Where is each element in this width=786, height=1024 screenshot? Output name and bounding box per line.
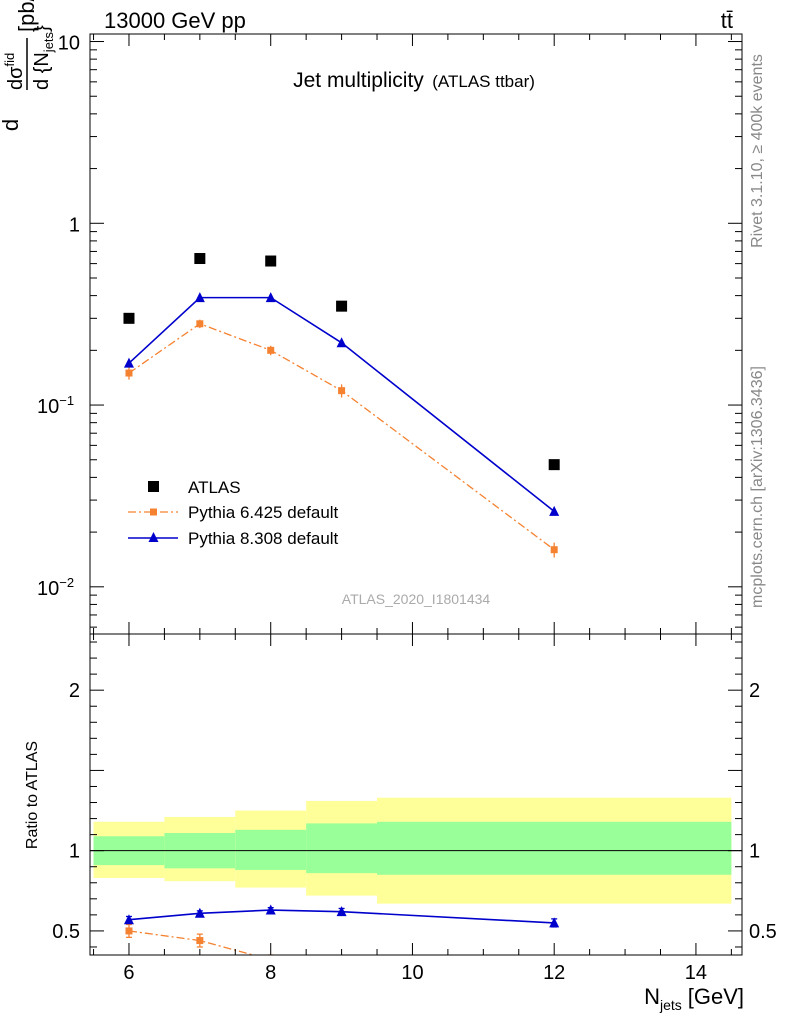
pythia8-point (336, 337, 347, 348)
y-tick-label: 10−2 (37, 575, 74, 600)
ratio-y-tick-label: 0.5 (52, 921, 80, 943)
legend-pythia8-label: Pythia 8.308 default (188, 529, 339, 548)
svg-text:d {Njets}: d {Njets} (31, 25, 56, 90)
pythia6-point (267, 346, 275, 354)
y-tick-label: 1 (69, 214, 80, 236)
pythia6-ratio-point (196, 937, 204, 945)
y-tick-label-base: 10 (58, 33, 80, 55)
chart-subtitle: (ATLAS ttbar) (432, 72, 535, 91)
y-tick-label-base: 1 (69, 214, 80, 236)
ylabel-denominator-end: } (31, 25, 53, 32)
legend-pythia6-marker (150, 508, 157, 516)
chart-title-line: Jet multiplicity (ATLAS ttbar) (293, 69, 535, 92)
legend-item-pythia8: Pythia 8.308 default (128, 529, 339, 548)
y-tick-label-exponent: −2 (59, 575, 74, 590)
mcplots-credit-label: mcplots.cern.ch [arXiv:1306.3436] (749, 366, 766, 608)
legend-pythia6-label: Pythia 6.425 default (188, 503, 339, 522)
xlabel-units: [GeV] (688, 984, 744, 1009)
ratio-y-axis-label: Ratio to ATLAS (24, 741, 41, 849)
inner-uncertainty-band (306, 823, 378, 874)
ylabel-numerator: dσ (5, 66, 27, 90)
svg-text:dσfid: dσfid (2, 53, 27, 90)
x-tick-label: 14 (685, 962, 707, 984)
ratio-panel-frame (89, 633, 743, 956)
inner-uncertainty-band (377, 821, 732, 875)
pythia8-ratio-point (265, 904, 276, 915)
ylabel-units: [pb/GeV] (14, 0, 39, 32)
y-tick-label: 10−1 (37, 393, 74, 418)
pythia8-ratio-point (123, 914, 134, 925)
pythia6-point (125, 369, 133, 377)
legend-item-atlas: ATLAS (148, 478, 241, 497)
atlas-point (548, 459, 560, 471)
ratio-y-tick-label-right: 1 (749, 841, 760, 863)
pythia6-point (196, 320, 204, 328)
xlabel-main: N (644, 984, 660, 1009)
pythia8-point (123, 357, 134, 368)
ylabel-prefix: d (0, 119, 23, 131)
pythia8-point (549, 505, 560, 516)
pythia8-point (265, 292, 276, 303)
pythia6-point (338, 387, 346, 395)
inner-uncertainty-band (235, 829, 307, 870)
legend-pythia8-marker (148, 532, 159, 542)
legend-item-pythia6: Pythia 6.425 default (128, 503, 339, 522)
ratio-y-tick-label-right: 2 (749, 680, 760, 702)
atlas-point (265, 255, 277, 267)
pythia8-ratio-point (336, 906, 347, 917)
rivet-version-label: Rivet 3.1.10, ≥ 400k events (749, 54, 766, 248)
atlas-point (336, 300, 348, 312)
pythia8-ratio-point (194, 907, 205, 918)
ratio-panel: 6 8 10 12 140.5 0.51 12 2 Ratio to ATLAS Njets[… (24, 633, 777, 1013)
xlabel-sub: jets (659, 997, 682, 1013)
atlas-point (194, 253, 206, 265)
x-tick-label: 8 (265, 962, 276, 984)
y-axis-label: d dσfid d {Njets} [pb/GeV] (0, 0, 56, 131)
ratio-y-tick-label: 1 (69, 841, 80, 863)
x-axis-label: Njets [GeV] (644, 984, 744, 1013)
legend-atlas-marker (148, 481, 159, 492)
process-label: tt̄ (721, 8, 733, 33)
ylabel-denominator: d {N (31, 52, 53, 90)
pythia8-ratio-point (549, 917, 560, 928)
analysis-id-watermark: ATLAS_2020_I1801434 (342, 591, 491, 607)
atlas-point (123, 312, 135, 324)
legend: ATLAS Pythia 6.425 default Pythia 8.308 … (128, 478, 339, 548)
ratio-y-tick-label-right: 0.5 (749, 921, 777, 943)
x-tick-label: 10 (401, 962, 423, 984)
y-tick-label-exponent: −1 (59, 393, 74, 408)
pythia6-ratio-point (125, 927, 133, 935)
chart-title: Jet multiplicity (293, 69, 424, 92)
y-tick-label-base: 10 (37, 578, 59, 600)
x-tick-label: 6 (123, 962, 134, 984)
beam-energy-label: 13000 GeV pp (104, 8, 246, 33)
legend-atlas-label: ATLAS (188, 478, 241, 497)
pythia6-point (550, 546, 558, 554)
ylabel-superscript: fid (2, 53, 17, 67)
pythia8-point (194, 292, 205, 303)
x-tick-label: 12 (543, 962, 565, 984)
y-tick-label-base: 10 (37, 396, 59, 418)
ylabel-denominator-sub: jets (41, 31, 56, 53)
ratio-y-tick-label: 2 (69, 680, 80, 702)
y-tick-label: 10 (58, 33, 80, 55)
